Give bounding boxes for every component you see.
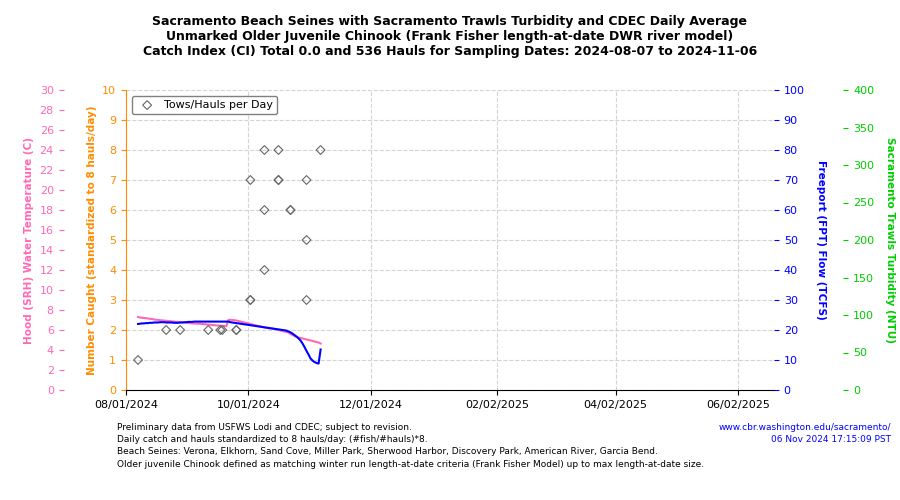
Point	[257, 206, 272, 214]
Point	[313, 146, 328, 154]
Text: www.cbr.washington.edu/sacramento/: www.cbr.washington.edu/sacramento/	[718, 422, 891, 432]
Y-axis label: Freeport (FPT) Flow (TCFS): Freeport (FPT) Flow (TCFS)	[815, 160, 825, 320]
Point	[215, 326, 230, 334]
Text: Preliminary data from USFWS Lodi and CDEC; subject to revision.: Preliminary data from USFWS Lodi and CDE…	[117, 422, 412, 432]
Y-axis label: Number Caught (standardized to 8 hauls/day): Number Caught (standardized to 8 hauls/d…	[86, 106, 96, 375]
Point	[271, 176, 285, 184]
Point	[243, 296, 257, 304]
Point	[257, 146, 272, 154]
Point	[284, 206, 298, 214]
Point	[230, 326, 244, 334]
Y-axis label: Sacramento Trawls Turbidity (NTU): Sacramento Trawls Turbidity (NTU)	[885, 137, 895, 343]
Text: Sacramento Beach Seines with Sacramento Trawls Turbidity and CDEC Daily Average
: Sacramento Beach Seines with Sacramento …	[143, 15, 757, 58]
Point	[271, 176, 285, 184]
Text: Older juvenile Chinook defined as matching winter run length-at-date criteria (F: Older juvenile Chinook defined as matchi…	[117, 460, 704, 469]
Point	[159, 326, 174, 334]
Point	[284, 206, 298, 214]
Point	[243, 176, 257, 184]
Point	[213, 326, 228, 334]
Point	[243, 296, 257, 304]
Text: Beach Seines: Verona, Elkhorn, Sand Cove, Miller Park, Sherwood Harbor, Discover: Beach Seines: Verona, Elkhorn, Sand Cove…	[117, 448, 658, 456]
Y-axis label: Hood (SRH) Water Temperature (C): Hood (SRH) Water Temperature (C)	[24, 136, 34, 344]
Point	[257, 266, 272, 274]
Point	[173, 326, 187, 334]
Point	[201, 326, 215, 334]
Legend: Tows/Hauls per Day: Tows/Hauls per Day	[131, 96, 277, 114]
Text: 06 Nov 2024 17:15:09 PST: 06 Nov 2024 17:15:09 PST	[771, 435, 891, 444]
Point	[300, 176, 314, 184]
Text: Daily catch and hauls standardized to 8 hauls/day: (#fish/#hauls)*8.: Daily catch and hauls standardized to 8 …	[117, 435, 428, 444]
Point	[130, 356, 145, 364]
Point	[271, 146, 285, 154]
Point	[230, 326, 244, 334]
Point	[300, 296, 314, 304]
Point	[300, 236, 314, 244]
